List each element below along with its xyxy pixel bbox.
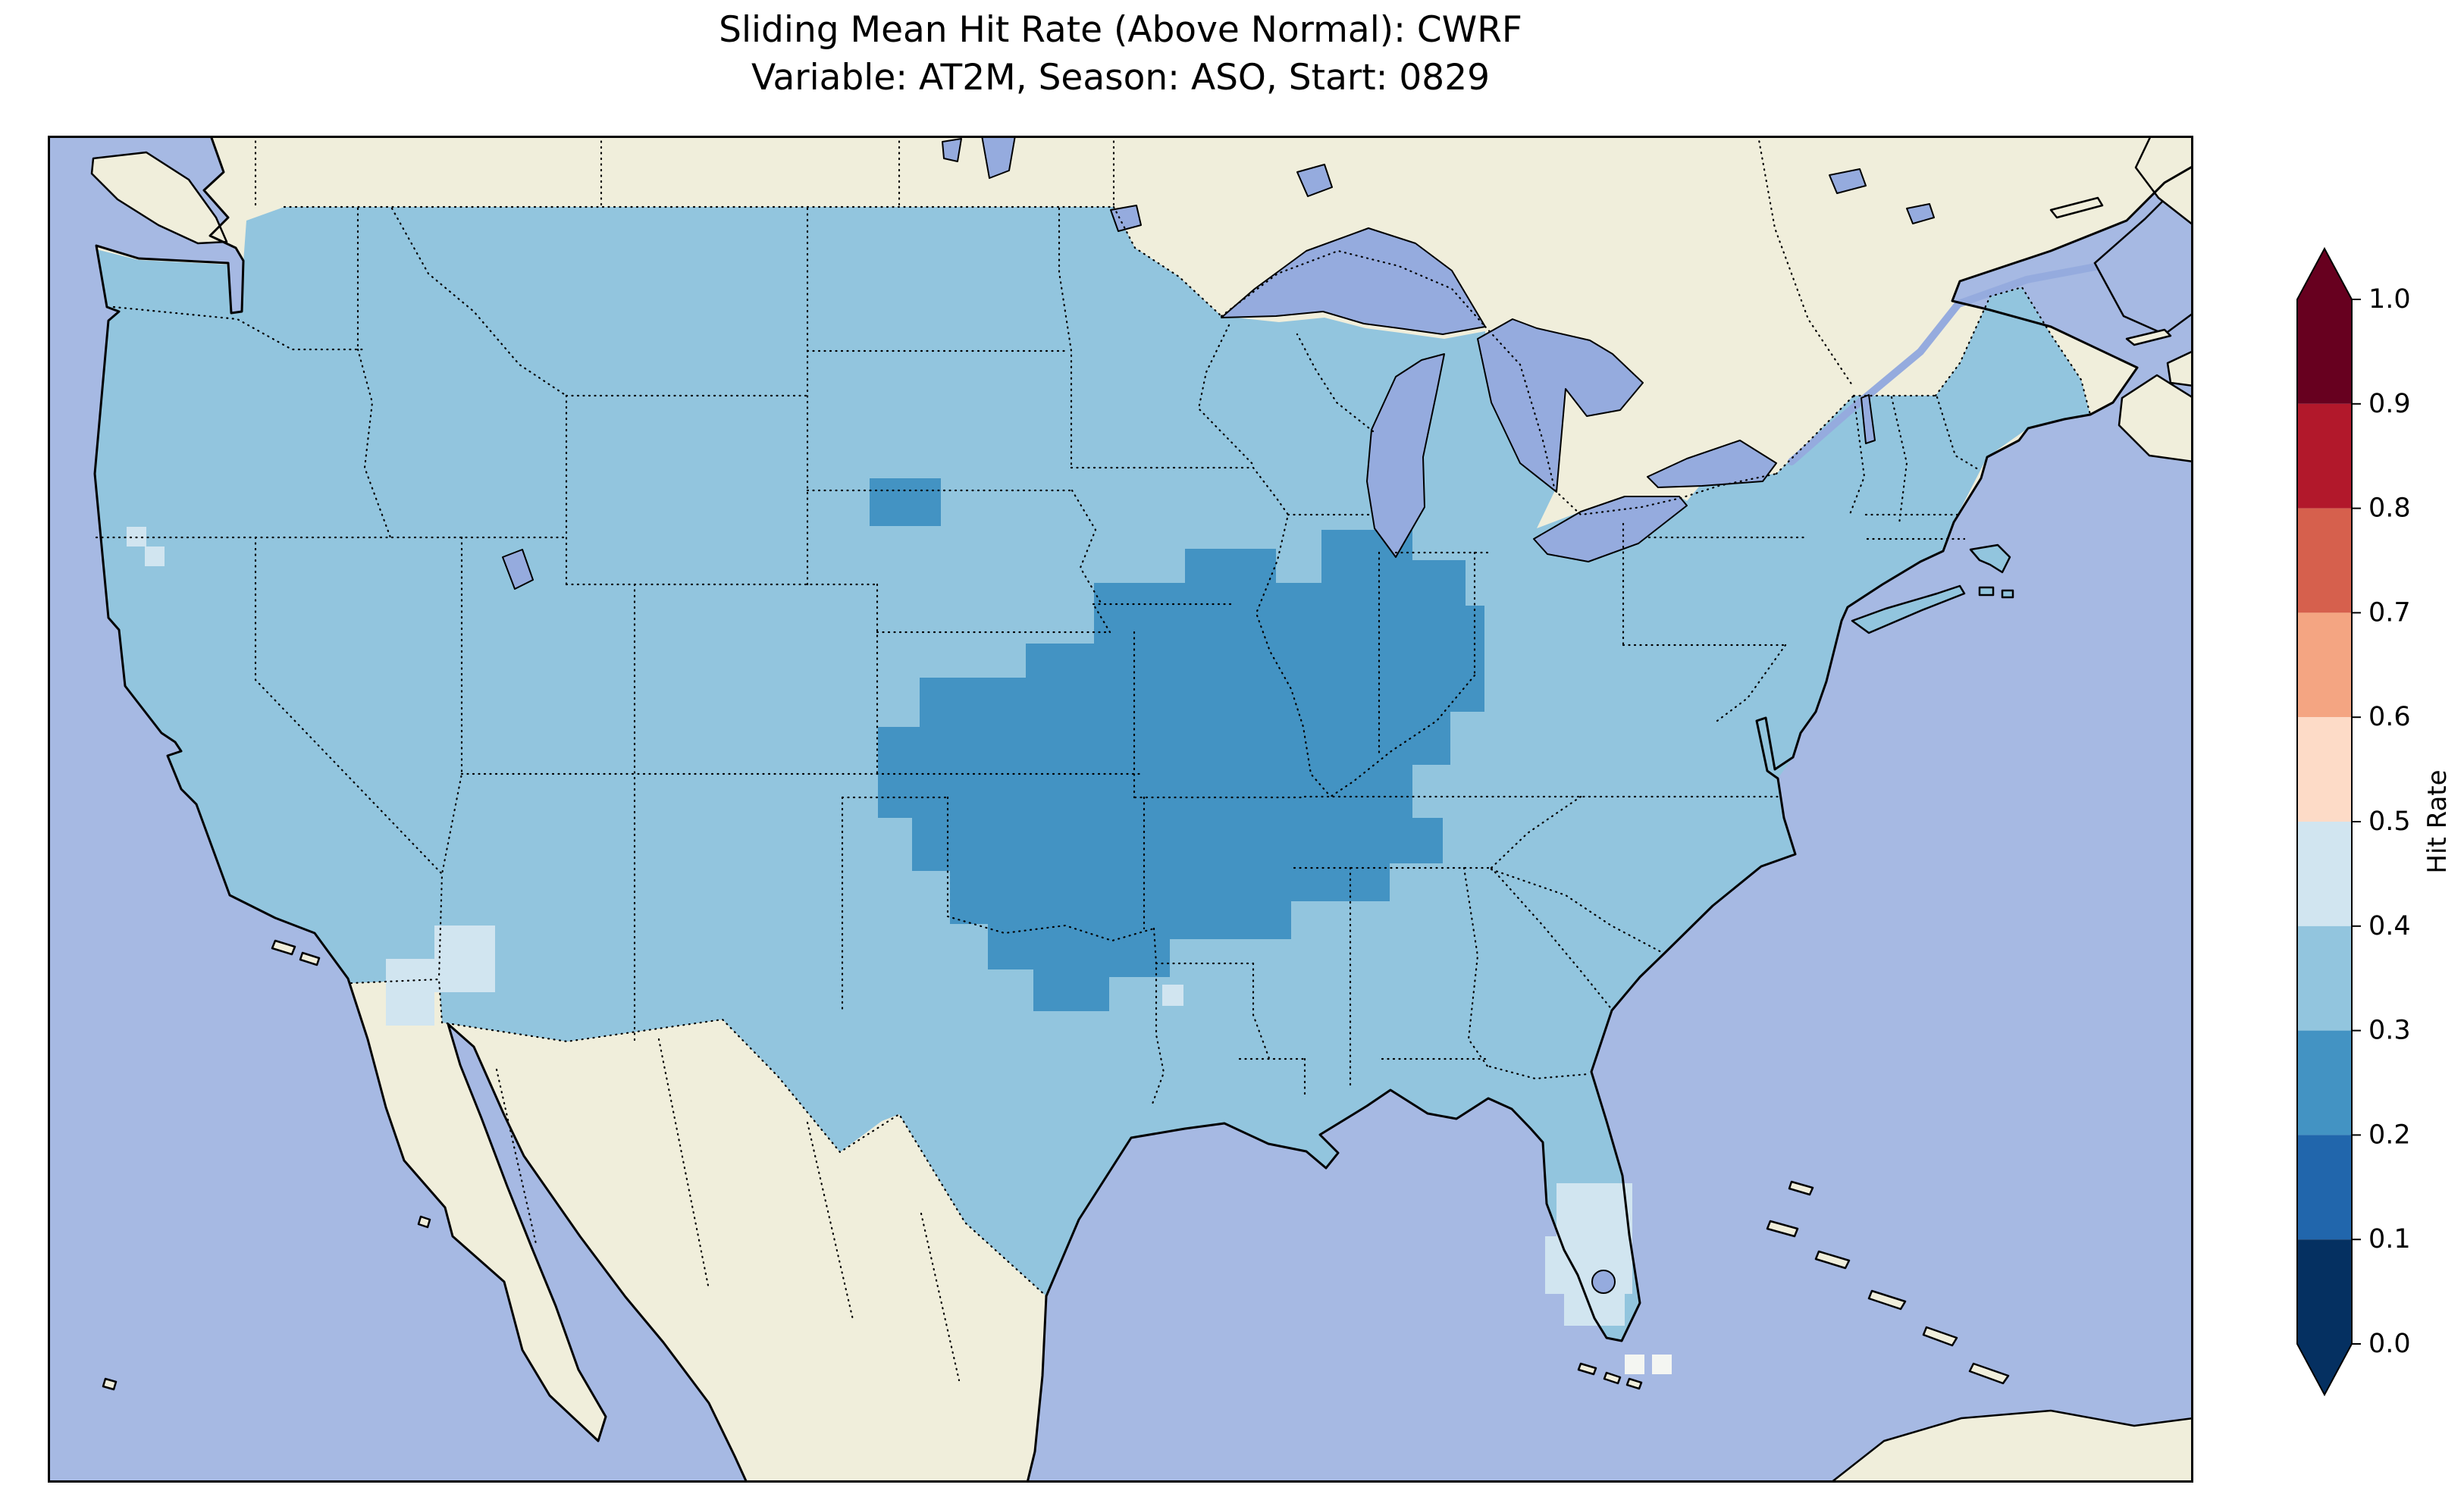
long-island — [1851, 584, 1966, 634]
islands-land — [90, 136, 2193, 1483]
canada-province-borders — [254, 136, 1855, 389]
channel-island — [299, 951, 321, 966]
colorbar-tick-label: 0.0 — [2368, 1329, 2411, 1359]
bahamas-island — [1968, 1362, 2010, 1385]
cape-breton-island — [2166, 349, 2193, 387]
lakes — [502, 136, 1935, 1294]
colorbar-bands — [2297, 299, 2352, 1344]
florida-keys — [1625, 1377, 1643, 1390]
colorbar-band-0.5-0.6 — [2297, 717, 2352, 822]
lake-nipigon — [1296, 164, 1333, 197]
great-salt-lake — [502, 549, 534, 590]
vancouver-island — [90, 151, 228, 245]
florida-high-patch — [1564, 1294, 1625, 1326]
st-lawrence-river — [1788, 262, 2103, 465]
lake-manitoba — [942, 138, 962, 162]
florida-white-cell — [1625, 1355, 1644, 1374]
lake-okeechobee — [1591, 1270, 1616, 1294]
cuba — [1829, 1409, 2193, 1483]
anticosti-island — [2049, 196, 2104, 219]
bahamas-island — [1814, 1250, 1851, 1270]
bahamas-island — [1922, 1326, 1958, 1347]
lake-winnipeg — [981, 136, 1016, 179]
colorbar-tick-label: 0.2 — [2368, 1120, 2411, 1150]
colorbar-axis-label: Hit Rate — [2422, 769, 2453, 873]
newfoundland — [2134, 136, 2193, 227]
lake-erie — [1533, 496, 1688, 562]
texas-louisiana-high-cell — [1162, 985, 1183, 1006]
cape-cod — [1969, 543, 2011, 574]
nantucket — [1978, 586, 1995, 597]
colorbar-tick-label: 0.5 — [2368, 807, 2411, 837]
florida-high-patch — [1556, 1183, 1632, 1236]
map-axes — [48, 136, 2193, 1483]
nova-scotia — [2118, 374, 2193, 463]
colorbar-band-0.9-1.0 — [2297, 299, 2352, 404]
colorbar: 1.0 0.9 0.8 0.7 0.6 0.5 0.4 0.3 0.2 0.1 … — [2296, 246, 2453, 1397]
colorbar-band-0.4-0.5 — [2297, 822, 2352, 926]
bahamas-island — [1867, 1289, 1907, 1311]
florida-white-cell — [1652, 1355, 1672, 1374]
axes-frame — [48, 136, 2193, 1483]
lake-huron — [1477, 318, 1644, 493]
socal-arizona-high-patch — [386, 926, 495, 1026]
colorbar-band-0.3-0.4 — [2297, 926, 2352, 1031]
channel-island — [271, 939, 296, 956]
bahamas-island — [1788, 1180, 1814, 1196]
colorbar-ticks — [2352, 299, 2361, 1345]
colorbar-tick-label: 0.8 — [2368, 493, 2411, 524]
high-hit-rate-patches — [127, 527, 1632, 1326]
florida-keys — [1603, 1371, 1622, 1385]
colorbar-band-0.0-0.1 — [2297, 1239, 2352, 1344]
quebec-lake — [1829, 168, 1867, 194]
lake-ontario — [1647, 440, 1777, 488]
colorbar-tick-labels: 1.0 0.9 0.8 0.7 0.6 0.5 0.4 0.3 0.2 0.1 … — [2368, 284, 2411, 1359]
central-us-low-region — [878, 530, 1484, 1011]
figure-title-line2: Variable: AT2M, Season: ASO, Start: 0829 — [751, 57, 1491, 99]
colorbar-extend-over-triangle — [2297, 249, 2352, 299]
south-dakota-low-patch — [870, 478, 941, 526]
figure-title-line1: Sliding Mean Hit Rate (Above Normal): CW… — [719, 9, 1522, 51]
colorbar-band-0.7-0.8 — [2297, 508, 2352, 613]
colorbar-tick-label: 0.3 — [2368, 1016, 2411, 1046]
bahamas-island — [1766, 1220, 1799, 1238]
colorbar-extend-under-triangle — [2297, 1344, 2352, 1395]
colorbar-band-0.1-0.2 — [2297, 1135, 2352, 1240]
quebec-lake — [1906, 203, 1935, 224]
us-mexico-border — [350, 978, 1048, 1298]
islands-data — [1851, 543, 2014, 634]
colorbar-tick-label: 0.1 — [2368, 1224, 2411, 1254]
colorbar-tick-label: 0.6 — [2368, 702, 2411, 732]
us-state-borders — [95, 207, 1980, 1107]
colorbar-tick-label: 0.7 — [2368, 597, 2411, 628]
colorbar-band-0.2-0.3 — [2297, 1030, 2352, 1135]
prince-edward-island — [2125, 328, 2172, 346]
lake-of-the-woods — [1110, 205, 1142, 232]
us-canada-border — [283, 205, 2092, 516]
norcal-coast-high-cell — [145, 547, 165, 566]
colorbar-band-0.8-0.9 — [2297, 403, 2352, 509]
marthas-vineyard — [2001, 589, 2014, 599]
gulf-of-st-lawrence — [2093, 169, 2193, 336]
lake-michigan — [1366, 353, 1445, 558]
colorbar-tick-label: 0.4 — [2368, 911, 2411, 941]
colorbar-tick-label: 1.0 — [2368, 284, 2411, 315]
florida-keys — [1577, 1362, 1597, 1376]
guadalupe-island — [102, 1377, 118, 1391]
cedros-island — [417, 1215, 431, 1229]
figure-title: Sliding Mean Hit Rate (Above Normal): CW… — [48, 6, 2193, 102]
white-cells — [1625, 1355, 1672, 1374]
colorbar-band-0.6-0.7 — [2297, 612, 2352, 718]
borders — [95, 136, 2092, 1382]
colorbar-tick-label: 0.9 — [2368, 389, 2411, 419]
florida-high-patch — [1545, 1236, 1632, 1294]
